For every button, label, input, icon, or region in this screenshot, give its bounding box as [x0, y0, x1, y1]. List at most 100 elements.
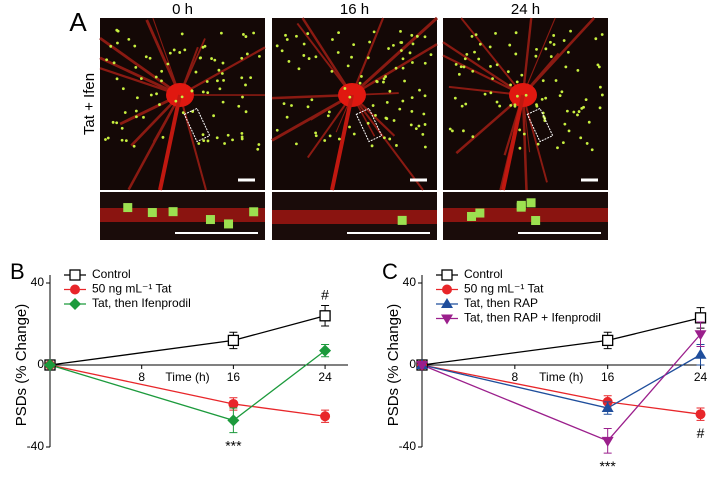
puncta — [306, 32, 310, 35]
puncta — [284, 33, 287, 37]
column-label: 16 h — [340, 1, 369, 18]
puncta — [474, 33, 478, 37]
puncta — [244, 35, 248, 38]
neurite — [522, 94, 548, 183]
y-tick-label: 0 — [37, 357, 44, 371]
puncta — [240, 76, 244, 80]
puncta — [327, 110, 331, 114]
puncta — [556, 146, 559, 150]
puncta — [310, 98, 314, 102]
puncta — [462, 65, 466, 69]
puncta — [460, 104, 464, 108]
puncta — [535, 47, 538, 51]
puncta — [105, 58, 109, 62]
puncta — [314, 134, 318, 138]
puncta — [280, 49, 284, 53]
puncta — [295, 142, 298, 146]
marker — [601, 402, 614, 413]
puncta — [524, 93, 528, 97]
puncta — [506, 70, 510, 74]
neurite — [521, 17, 533, 96]
puncta — [132, 144, 136, 148]
puncta — [133, 44, 137, 48]
puncta — [120, 126, 124, 130]
puncta — [549, 40, 552, 44]
neurite — [442, 41, 524, 96]
series-line — [421, 333, 702, 442]
puncta — [135, 115, 138, 119]
puncta — [134, 109, 138, 113]
puncta — [518, 128, 522, 132]
marker — [320, 411, 331, 422]
puncta — [237, 104, 241, 108]
puncta — [104, 138, 107, 141]
puncta — [509, 103, 513, 107]
y-tick-label: 40 — [31, 275, 45, 289]
puncta — [135, 96, 139, 100]
puncta — [257, 143, 261, 146]
puncta — [385, 101, 389, 104]
puncta — [375, 79, 379, 83]
puncta — [522, 132, 526, 136]
puncta — [360, 75, 363, 78]
puncta — [160, 79, 163, 83]
puncta — [411, 42, 415, 46]
puncta — [576, 68, 580, 72]
puncta — [115, 121, 119, 125]
puncta — [358, 81, 362, 85]
x-tick-label: 8 — [511, 370, 518, 384]
puncta — [569, 29, 572, 33]
puncta — [218, 87, 222, 91]
puncta — [429, 53, 433, 57]
dendrite — [330, 94, 354, 191]
puncta — [374, 113, 377, 117]
puncta — [463, 57, 467, 61]
puncta — [516, 94, 519, 98]
x-axis-label: Time (h) — [165, 370, 209, 384]
puncta — [302, 42, 306, 46]
marker — [694, 348, 707, 359]
neurite — [99, 56, 181, 97]
puncta — [183, 48, 187, 52]
puncta — [109, 44, 113, 48]
puncta — [142, 115, 145, 119]
puncta — [191, 110, 195, 113]
puncta — [410, 96, 414, 100]
puncta — [388, 137, 392, 141]
puncta — [418, 88, 421, 92]
puncta-zoom — [526, 198, 536, 208]
puncta-zoom — [205, 215, 215, 225]
x-tick-label: 8 — [138, 370, 145, 384]
puncta — [331, 38, 334, 41]
puncta — [489, 91, 493, 95]
puncta — [509, 83, 512, 87]
marker — [69, 269, 81, 281]
annotation: *** — [225, 437, 242, 453]
puncta — [287, 60, 291, 63]
puncta — [197, 142, 201, 145]
puncta — [399, 29, 402, 33]
puncta — [494, 32, 497, 35]
puncta — [536, 142, 540, 146]
puncta — [478, 42, 482, 46]
puncta — [219, 31, 223, 35]
puncta — [498, 104, 502, 108]
puncta — [423, 123, 427, 126]
puncta — [121, 87, 125, 91]
puncta — [366, 56, 370, 60]
puncta — [382, 77, 386, 81]
puncta — [350, 55, 353, 59]
puncta — [160, 69, 164, 73]
puncta — [403, 79, 406, 83]
puncta — [562, 39, 566, 42]
puncta — [421, 132, 425, 136]
puncta — [201, 90, 205, 94]
neurite — [351, 94, 424, 191]
puncta — [172, 48, 176, 52]
roi-box — [183, 107, 211, 143]
marker — [601, 436, 614, 447]
puncta-zoom — [516, 200, 526, 210]
y-axis-label: PSDs (% Change) — [385, 304, 402, 427]
puncta — [199, 56, 203, 60]
series-line — [421, 317, 701, 366]
